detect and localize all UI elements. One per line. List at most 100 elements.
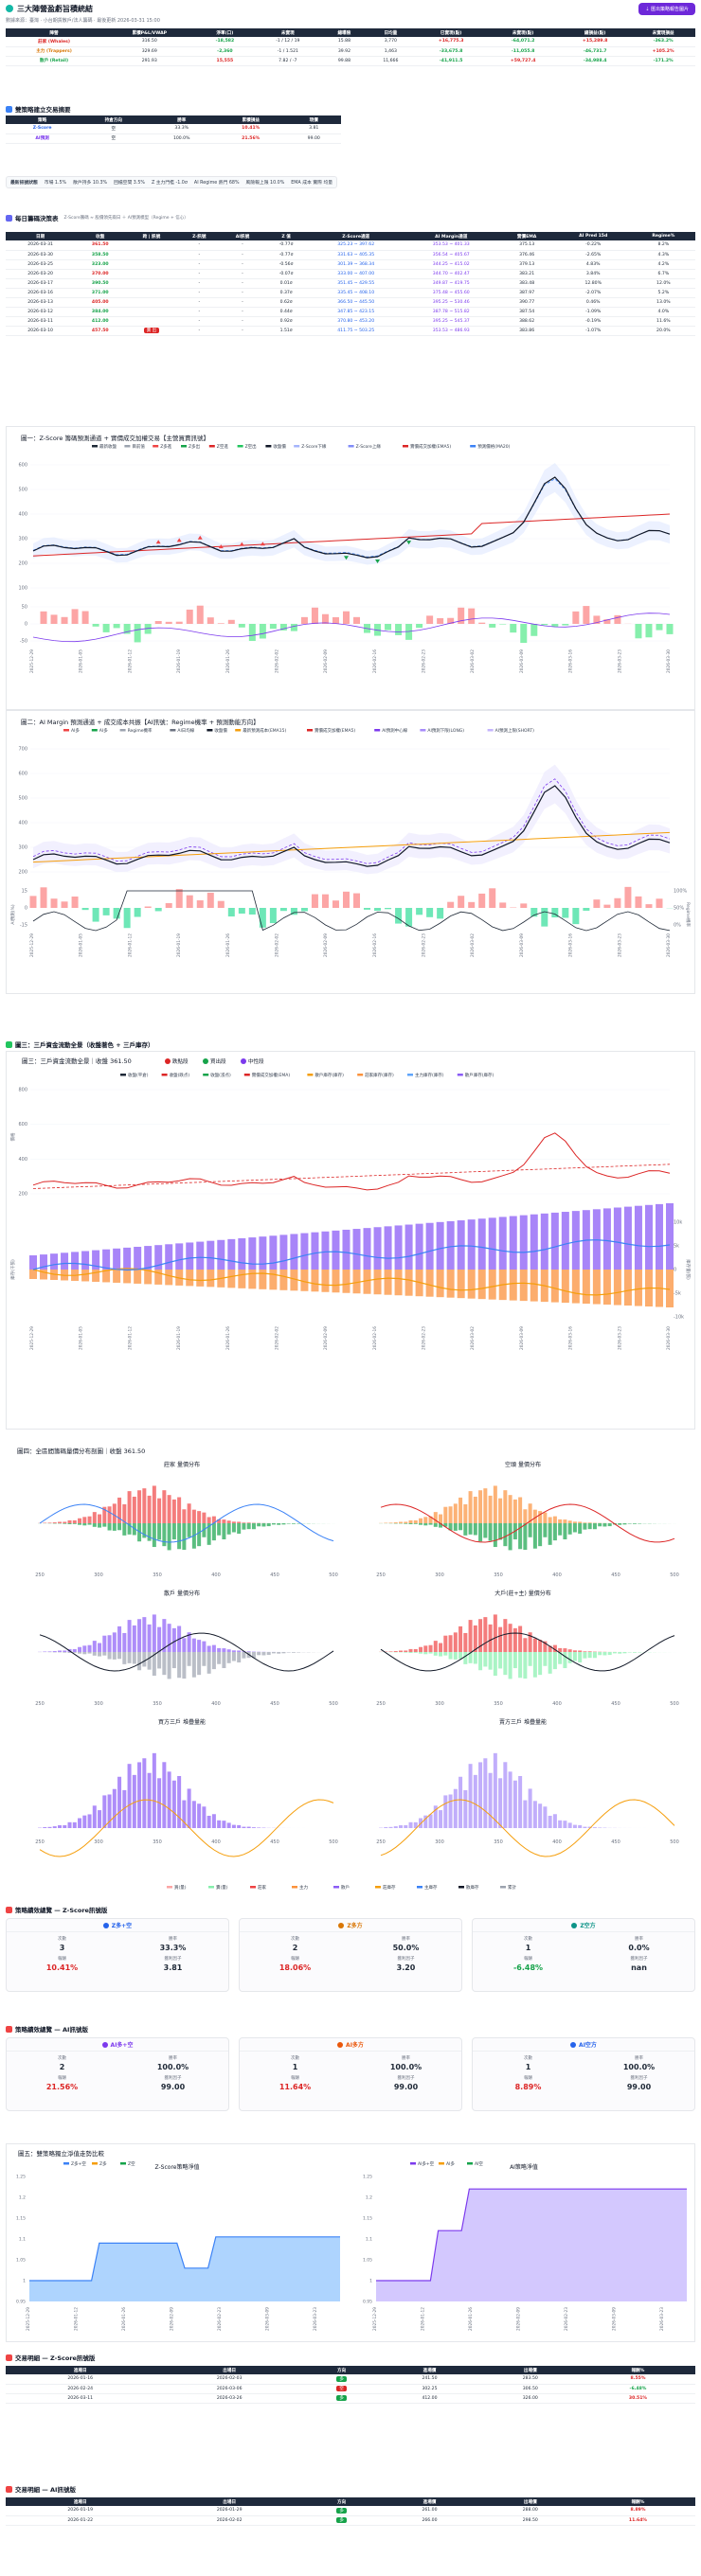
chart1-sub-bar	[175, 621, 183, 624]
chart4-bar	[443, 1523, 448, 1527]
chart2-sub-left-tick: 0	[25, 906, 27, 912]
chart2-x-tick: 2026-03-16	[568, 933, 574, 957]
trade-cell: 多	[303, 2506, 380, 2516]
chart4-bar	[137, 1523, 142, 1542]
chart2-sub-right-label: Regime機率	[685, 902, 692, 927]
export-report-button[interactable]: ⇣ 匯出策略報告圖片	[638, 2, 695, 15]
chart1-sub-bar	[478, 622, 486, 624]
chart3-legend-swatch	[307, 1074, 314, 1076]
chart4-bar	[518, 1652, 523, 1679]
chart3-legend-label: 主力庫存(庫存)	[415, 1072, 444, 1078]
daily-cell: 2026-03-12	[6, 307, 76, 317]
chart4-bar	[107, 1635, 112, 1652]
chart4-x-tick: 400	[211, 1701, 221, 1707]
chart3-x-tick: 2026-02-23	[422, 1326, 427, 1350]
chart4-bar	[82, 1645, 87, 1652]
chart4-bar	[202, 1652, 207, 1666]
chart1-sub-bar	[269, 624, 277, 630]
chart1-sub-bar	[437, 617, 444, 624]
chart1-sub-bar	[102, 624, 110, 632]
chart4-bar	[433, 1641, 438, 1652]
chart4-bar	[132, 1774, 136, 1828]
chart2-sub-bar	[238, 908, 245, 915]
chart4-bar	[63, 1824, 67, 1828]
daily-cell: 457.50	[75, 326, 126, 336]
chart4-bar	[127, 1523, 132, 1535]
chart4-bar	[468, 1491, 473, 1523]
chart1-x-tick: 2026-03-30	[666, 649, 672, 673]
chart1-sub-y-tick: 50	[22, 605, 27, 611]
chart4-bar	[453, 1523, 458, 1531]
chart3-x-tick: 2026-03-30	[666, 1326, 672, 1350]
chart3-whale-bar	[592, 1270, 601, 1305]
chart3-retail-bar	[394, 1225, 403, 1270]
trade-col-header: 方向	[303, 2497, 380, 2506]
chart2-sub-bar	[353, 893, 361, 908]
trade-cell: 283.50	[479, 2374, 581, 2385]
chart4-bar	[98, 1514, 102, 1523]
chart4-bar	[587, 1651, 592, 1652]
chart2-x-tick: 2026-01-26	[225, 933, 231, 957]
dual-cell: AI預測	[6, 133, 80, 144]
chart1-x-tick: 2026-02-09	[323, 649, 329, 673]
chart4-bar	[226, 1520, 231, 1523]
chart1-legend-label: 目前值	[132, 443, 145, 450]
chart2-sub-bar	[29, 896, 37, 908]
chart1-legend-label: Z空出	[245, 443, 258, 450]
trade-cell: 2026-01-29	[154, 2506, 304, 2516]
camp-cell: 291.93	[102, 56, 197, 66]
daily-cell: 333.00 ~ 407.00	[308, 269, 404, 279]
chart3-whale-bar	[196, 1270, 205, 1287]
chart5-y-tick: 1.05	[363, 2258, 372, 2264]
chart1-sub-bar	[238, 624, 245, 628]
chart4-bar	[567, 1649, 572, 1652]
chart4-bar	[473, 1523, 477, 1536]
chart1-y-tick: 100	[18, 586, 27, 592]
chart3-whale-bar	[457, 1270, 465, 1299]
chart1-sub-bar	[290, 624, 297, 631]
camp-cell: 1,463	[366, 46, 416, 57]
chart4-bar	[543, 1523, 548, 1537]
chart4-legend-swatch	[500, 1886, 506, 1889]
chart4-bar	[439, 1514, 443, 1523]
chart4-bar	[563, 1821, 567, 1828]
chart4-bar	[257, 1827, 261, 1828]
chart4-bar	[448, 1635, 453, 1652]
close-price-line	[32, 476, 671, 559]
daily-cell: 347.85 ~ 423.15	[308, 307, 404, 317]
chart2-sub-bar	[259, 908, 266, 928]
camp-row: 散戶 (Retail) 291.93 15,555 7.82 / -7 99.88 11,…	[6, 56, 695, 66]
chart4-bar	[266, 1652, 271, 1656]
chart5-legend-label: AI空	[475, 2160, 483, 2167]
chart3-whale-bar	[666, 1270, 674, 1307]
chart4-bar	[518, 1626, 523, 1652]
chart4-bar	[508, 1652, 512, 1679]
chart4-bar	[177, 1497, 182, 1523]
camp-cell: +15,289.8	[559, 37, 632, 47]
chart4-bar	[82, 1517, 87, 1523]
chart4-svg: 圖四：全區間籌碼量價分布剖圖｜收盤 361.50 莊家 量價分布 250 300 350…	[17, 1447, 679, 1891]
chart4-bar	[147, 1772, 152, 1828]
perf-card-name: Z多+空	[111, 1923, 133, 1929]
daily-row: 2026-03-11 412.00- -0.92σ 370.80 ~ 453.20 39…	[6, 316, 695, 327]
chart2-x-tick: 2025-12-29	[29, 933, 35, 957]
chart4-bar	[508, 1495, 512, 1523]
daily-cell: 375.13	[498, 240, 555, 251]
chart4-x-tick: 300	[435, 1839, 444, 1845]
chart1-sub-bar	[489, 624, 496, 628]
trade-cell: 2026-03-26	[154, 2393, 304, 2404]
chart1-sub-bar	[300, 616, 308, 624]
chart4-bar	[78, 1518, 82, 1523]
chart2-sub-left-tick: 15	[22, 889, 27, 895]
daily-cell: 2026-03-25	[6, 259, 76, 270]
daily-cell: 2026-03-17	[6, 278, 76, 289]
chart4-bar	[558, 1820, 563, 1828]
camp-cell: 莊家 (Whales)	[6, 37, 103, 47]
chart5-x-tick: 2026-01-12	[73, 2307, 79, 2331]
chart4-bar	[147, 1624, 152, 1652]
chart4-bar	[558, 1519, 563, 1523]
daily-cell: -	[221, 297, 264, 308]
perf-value: 18.06%	[279, 1963, 312, 1972]
daily-cell	[125, 297, 178, 308]
chart4-bar	[563, 1652, 567, 1669]
